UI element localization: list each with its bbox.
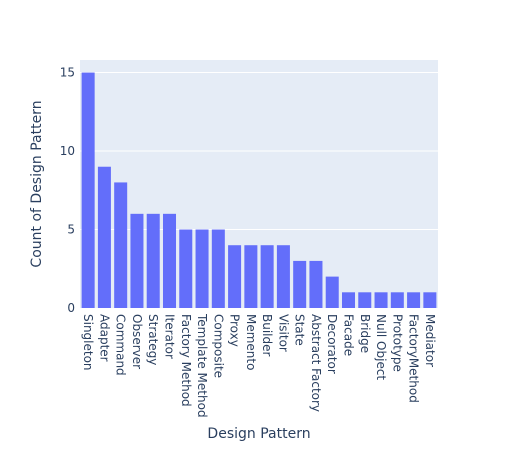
x-tick-label: State [293,314,307,346]
y-tick-label: 10 [60,144,75,158]
x-tick-label: Composite [211,314,225,378]
bar-strategy [147,214,160,308]
x-tick-label: Adapter [97,314,111,362]
x-tick-label: Abstract Factory [309,314,323,412]
y-tick-label: 0 [67,301,75,315]
bar-composite [212,230,225,308]
x-tick-label: Null Object [374,314,388,380]
bar-factory-method [179,230,192,308]
bar-factorymethod [407,292,420,308]
x-tick-label: Facade [342,314,356,356]
x-tick-label: Factory Method [179,314,193,407]
x-axis-title: Design Pattern [207,426,310,442]
bar-abstract-factory [309,261,322,308]
x-tick-label: FactoryMethod [407,314,421,403]
x-tick-label: Singleton [81,314,95,371]
x-tick-label: Memento [244,314,258,370]
bar-prototype [391,292,404,308]
bar-null-object [375,292,388,308]
bar-decorator [326,277,339,308]
bar-observer [130,214,143,308]
x-tick-label: Decorator [325,314,339,374]
bar-facade [342,292,355,308]
y-tick-label: 5 [67,223,75,237]
x-tick-label: Observer [130,314,144,369]
x-tick-label: Template Method [195,313,209,418]
bar-adapter [98,167,111,308]
bar-singleton [82,73,95,308]
x-tick-label: Visitor [276,314,290,352]
bar-template-method [196,230,209,308]
bar-memento [244,245,257,308]
x-tick-label: Strategy [146,314,160,365]
x-tick-label: Mediator [423,314,437,367]
x-tick-label: Builder [260,314,274,357]
x-tick-label: Command [114,314,128,376]
bar-iterator [163,214,176,308]
bar-command [114,182,127,308]
y-axis-ticks: 0 5 10 15 [60,66,75,315]
x-tick-label: Prototype [390,314,404,372]
x-tick-label: Iterator [163,314,177,359]
x-tick-label: Bridge [358,314,372,353]
x-axis-ticks: Singleton Adapter Command Observer Strategy I… [81,313,437,418]
y-tick-label: 15 [60,66,75,80]
bar-state [293,261,306,308]
bar-visitor [277,245,290,308]
bar-bridge [358,292,371,308]
bar-proxy [228,245,241,308]
x-tick-label: Proxy [228,314,242,347]
y-axis-title: Count of Design Pattern [29,100,45,267]
bar-mediator [423,292,436,308]
bar-builder [261,245,274,308]
